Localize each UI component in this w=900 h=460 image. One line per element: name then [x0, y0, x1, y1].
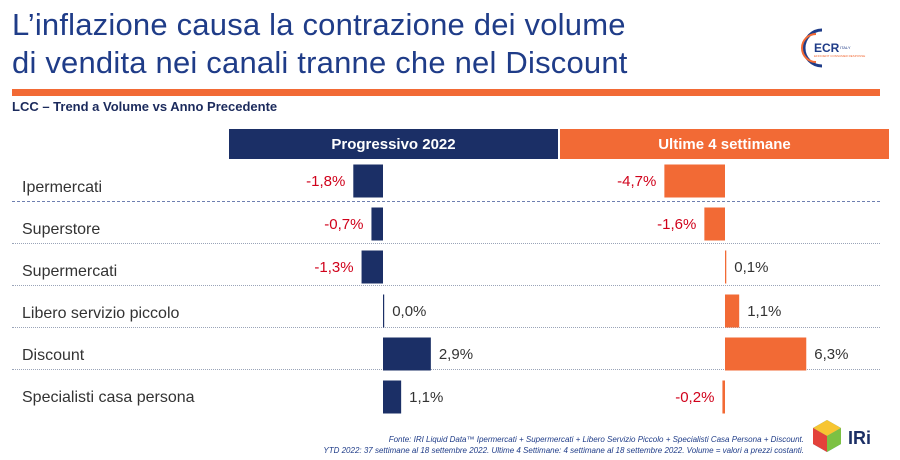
row-separator [12, 243, 880, 244]
bar-progressivo-0 [353, 164, 383, 198]
data-label-ultime-2: 0,1% [734, 259, 768, 276]
bar-progressivo-4 [383, 337, 431, 371]
data-label-ultime-5: -0,2% [675, 389, 714, 406]
data-label-progressivo-3: 0,0% [392, 303, 426, 320]
iri-logo: IRi [813, 420, 871, 452]
bar-ultime-5 [722, 380, 725, 414]
ecr-logo: ECR ITALY EFFICIENT CONSUMER RESPONSE [801, 28, 865, 68]
bar-ultime-1 [704, 207, 725, 241]
data-label-progressivo-5: 1,1% [409, 389, 443, 406]
data-label-progressivo-0: -1,8% [306, 173, 345, 190]
data-label-progressivo-4: 2,9% [439, 346, 473, 363]
series-header-progressivo: Progressivo 2022 [229, 129, 558, 159]
chart-subtitle: LCC – Trend a Volume vs Anno Precedente [12, 99, 278, 114]
footer-source: Fonte: IRI Liquid Data™ Ipermercati + Su… [388, 435, 804, 444]
bar-progressivo-5 [383, 380, 402, 414]
bar-ultime-3 [725, 294, 740, 328]
ecr-logo-text: ECR [814, 41, 840, 55]
data-label-ultime-3: 1,1% [747, 303, 781, 320]
row-separator [12, 201, 880, 202]
ecr-logo-small1: ITALY [840, 45, 851, 50]
data-label-ultime-1: -1,6% [657, 216, 696, 233]
iri-logo-text: IRi [848, 428, 871, 448]
bar-ultime-4 [725, 337, 807, 371]
title-line-2: di vendita nei canali tranne che nel Dis… [12, 45, 628, 80]
category-label-discount: Discount [22, 347, 85, 364]
bar-ultime-2 [725, 250, 727, 284]
row-separator [12, 369, 880, 370]
row-separator [12, 285, 880, 286]
footer-notes: YTD 2022: 37 settimane al 18 settembre 2… [323, 446, 804, 455]
data-label-progressivo-2: -1,3% [314, 259, 353, 276]
category-label-specialisti: Specialisti casa persona [22, 389, 195, 406]
bar-ultime-0 [664, 164, 725, 198]
bar-progressivo-2 [361, 250, 383, 284]
category-label-superstore: Superstore [22, 221, 101, 238]
title-underline [12, 89, 880, 96]
data-label-ultime-0: -4,7% [617, 173, 656, 190]
title-line-1: L’inflazione causa la contrazione dei vo… [12, 7, 626, 42]
page-title: L’inflazione causa la contrazione dei vo… [12, 6, 782, 82]
data-label-progressivo-1: -0,7% [324, 216, 363, 233]
category-label-ipermercati: Ipermercati [22, 179, 103, 196]
bar-progressivo-1 [371, 207, 383, 241]
row-separator [12, 327, 880, 328]
series-header-ultime: Ultime 4 settimane [560, 129, 889, 159]
category-label-libero-servizio: Libero servizio piccolo [22, 305, 180, 322]
data-label-ultime-4: 6,3% [814, 346, 848, 363]
bar-progressivo-3 [383, 294, 385, 328]
category-label-supermercati: Supermercati [22, 263, 118, 280]
ecr-logo-small2: EFFICIENT CONSUMER RESPONSE [814, 54, 865, 58]
